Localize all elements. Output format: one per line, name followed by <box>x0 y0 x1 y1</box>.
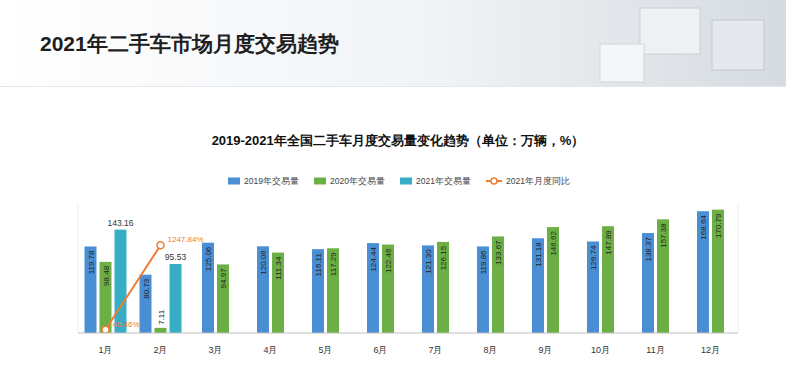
data-label: 124.44 <box>369 247 378 272</box>
data-label: 125.06 <box>204 246 213 271</box>
bar <box>477 246 489 333</box>
data-label: 131.18 <box>534 242 543 267</box>
legend-label: 2020年交易量 <box>330 176 385 186</box>
line-marker <box>102 326 109 333</box>
bar <box>547 227 559 333</box>
legend-swatch <box>228 178 240 185</box>
x-tick-label: 8月 <box>483 345 497 355</box>
page-title: 2021年二手车市场月度交易趋势 <box>40 32 339 55</box>
header-rule <box>0 86 786 87</box>
bar <box>437 242 449 333</box>
bar <box>382 245 394 333</box>
bar <box>422 245 434 333</box>
line-marker <box>157 242 164 249</box>
data-label: 122.46 <box>384 248 393 273</box>
bar <box>115 230 127 333</box>
legend: 2019年交易量 2020年交易量 2021年交易量 2021年月度同比 <box>228 176 570 186</box>
data-label: 143.16 <box>108 218 134 228</box>
data-label: 80.73 <box>142 278 151 299</box>
data-label: 168.64 <box>699 215 708 240</box>
data-label: 94.97 <box>219 268 228 289</box>
data-label: 117.29 <box>329 252 338 276</box>
x-tick-label: 7月 <box>428 345 442 355</box>
data-labels: 119.78 98.48 143.16 80.73 7.11 95.53 125.06 94.… <box>87 213 724 329</box>
bar <box>492 236 504 333</box>
data-label: 7.11 <box>157 309 166 325</box>
plot-area <box>85 210 725 333</box>
x-tick-label: 3月 <box>208 345 222 355</box>
bar <box>170 264 182 333</box>
bar <box>327 248 339 333</box>
header-band <box>0 0 786 86</box>
bar <box>272 253 284 333</box>
bar <box>532 238 544 333</box>
data-label: 157.38 <box>659 223 668 248</box>
data-label: 138.37 <box>644 237 653 262</box>
legend-swatch <box>314 178 326 185</box>
bar <box>202 243 214 333</box>
data-label: 116.11 <box>314 253 323 277</box>
bar <box>217 264 229 333</box>
data-label: 126.74 <box>589 245 598 270</box>
data-label: 45.46% <box>113 320 140 329</box>
data-label: 121.30 <box>424 249 433 274</box>
x-axis-line <box>78 333 738 334</box>
bar <box>257 246 269 333</box>
data-label: 95.53 <box>165 252 187 262</box>
x-tick-label: 4月 <box>263 345 277 355</box>
y-axis-line <box>78 203 79 333</box>
bar <box>155 328 167 333</box>
header-decoration <box>600 8 764 82</box>
x-tick-label: 6月 <box>373 345 387 355</box>
chart-title: 2019-2021年全国二手车月度交易量变化趋势（单位：万辆，%） <box>212 133 585 148</box>
data-label: 146.62 <box>549 231 558 256</box>
data-label: 120.06 <box>259 250 268 275</box>
legend-swatch <box>400 178 412 185</box>
y2-axis-line <box>738 203 739 333</box>
data-label: 147.89 <box>604 230 613 255</box>
data-label: 98.48 <box>102 265 111 286</box>
x-tick-label: 5月 <box>318 345 332 355</box>
data-label: 111.34 <box>274 256 283 280</box>
bar <box>712 210 724 333</box>
legend-swatch-marker <box>491 178 497 184</box>
bar <box>587 241 599 333</box>
data-label: 170.79 <box>714 213 723 238</box>
bar <box>367 243 379 333</box>
bar <box>602 226 614 333</box>
bar <box>312 249 324 333</box>
bar <box>642 233 654 333</box>
data-label: 126.15 <box>439 245 448 270</box>
x-tick-label: 12月 <box>701 345 720 355</box>
bar <box>657 219 669 333</box>
data-label: 1247.84% <box>168 235 204 244</box>
x-tick-label: 1月 <box>98 345 112 355</box>
x-tick-label: 11月 <box>646 345 664 355</box>
legend-label: 2021年交易量 <box>416 176 471 186</box>
chart-root: 2021年二手车市场月度交易趋势 2019-2021年全国二手车月度交易量变化趋势… <box>0 0 786 390</box>
line <box>106 245 161 329</box>
x-tick-label: 10月 <box>591 345 610 355</box>
x-tick-label: 9月 <box>538 345 552 355</box>
data-label: 119.86 <box>479 250 488 274</box>
bar <box>697 211 709 333</box>
data-label: 119.78 <box>87 250 96 274</box>
bar <box>85 246 97 333</box>
bar <box>140 275 152 333</box>
x-tick-label: 2月 <box>153 345 167 355</box>
data-label: 133.67 <box>494 240 503 265</box>
legend-label: 2021年月度同比 <box>506 176 570 186</box>
legend-label: 2019年交易量 <box>244 176 299 186</box>
